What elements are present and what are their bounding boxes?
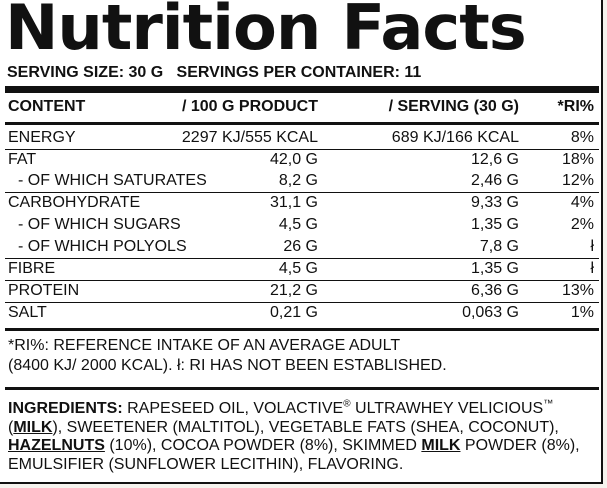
nutrient-per-serving: 0,063 G — [462, 304, 519, 321]
nutrient-ri: 1% — [570, 304, 594, 321]
row-divider — [5, 149, 599, 150]
nutrient-ri: 8% — [570, 129, 594, 146]
divider-footnote — [5, 387, 599, 390]
table-row: FAT 42,0 G 12,6 G 18% — [5, 149, 599, 171]
nutrient-per-100g: 31,1 G — [269, 194, 318, 211]
header-content: CONTENT — [8, 98, 86, 115]
nutrient-per-100g: 8,2 G — [278, 172, 318, 189]
divider-header — [5, 122, 599, 125]
table-header: CONTENT / 100 G PRODUCT / SERVING (30 G)… — [5, 96, 599, 118]
footnote: *RI%: REFERENCE INTAKE OF AN AVERAGE ADU… — [8, 336, 598, 376]
nutrient-name: SALT — [8, 304, 47, 321]
nutrient-ri: 12% — [561, 172, 594, 189]
nutrient-per-serving: 9,33 G — [470, 194, 519, 211]
trademark-mark: ™ — [543, 398, 554, 410]
header-per-serving: / SERVING (30 G) — [388, 98, 519, 115]
ingredients-text-2: ULTRAWHEY VELICIOUS — [350, 400, 544, 417]
nutrient-per-serving: 1,35 G — [470, 260, 519, 277]
footnote-line-2: (8400 KJ/ 2000 KCAL). ł: RI HAS NOT BEEN… — [8, 357, 447, 374]
nutrient-per-serving: 7,8 G — [479, 238, 519, 255]
ingredients-text-1: RAPESEED OIL, VOLACTIVE — [122, 400, 344, 417]
divider-thick — [5, 86, 599, 93]
registered-mark: ® — [343, 398, 351, 410]
nutrient-per-100g: 4,5 G — [278, 260, 318, 277]
nutrient-per-100g: 42,0 G — [269, 151, 318, 168]
ingredients-label: INGREDIENTS: — [8, 400, 123, 417]
row-divider — [5, 192, 599, 193]
nutrient-per-serving: 1,35 G — [470, 216, 519, 233]
ingredients-text-4: ), SWEETENER (MALTITOL), VEGETABLE FATS … — [52, 418, 559, 436]
nutrient-name: FIBRE — [8, 260, 56, 277]
nutrient-name: - OF WHICH SUGARS — [18, 216, 181, 233]
table-row: CARBOHYDRATE 31,1 G 9,33 G 4% — [5, 192, 599, 214]
footnote-line-1: *RI%: REFERENCE INTAKE OF AN AVERAGE ADU… — [8, 337, 401, 354]
nutrient-per-100g: 2297 KJ/555 KCAL — [181, 129, 318, 146]
nutrient-ri: 4% — [570, 194, 594, 211]
table-row: - OF WHICH SUGARS 4,5 G 1,35 G 2% — [5, 214, 599, 236]
ingredients-block: INGREDIENTS: RAPESEED OIL, VOLACTIVE® UL… — [8, 398, 598, 474]
table-row: - OF WHICH SATURATES 8,2 G 2,46 G 12% — [5, 170, 599, 192]
nutrient-per-100g: 4,5 G — [278, 216, 318, 233]
nutrient-name: - OF WHICH SATURATES — [18, 172, 207, 189]
nutrient-ri: ł — [590, 238, 594, 255]
nutrient-name: - OF WHICH POLYOLS — [18, 238, 187, 255]
page-title: Nutrition Facts — [5, 0, 527, 64]
table-row: - OF WHICH POLYOLS 26 G 7,8 G ł — [5, 236, 599, 258]
table-row: SALT 0,21 G 0,063 G 1% — [5, 302, 599, 324]
nutrient-per-serving: 12,6 G — [470, 151, 519, 168]
nutrient-per-serving: 689 KJ/166 KCAL — [391, 129, 519, 146]
nutrient-name: ENERGY — [8, 129, 76, 146]
allergen-milk: MILK — [13, 418, 53, 436]
nutrient-ri: 13% — [561, 282, 594, 299]
table-row: ENERGY 2297 KJ/555 KCAL 689 KJ/166 KCAL … — [5, 127, 599, 149]
nutrient-name: FAT — [8, 151, 37, 168]
nutrient-per-100g: 21,2 G — [269, 282, 318, 299]
table-row: PROTEIN 21,2 G 6,36 G 13% — [5, 280, 599, 302]
nutrient-ri: 2% — [570, 216, 594, 233]
table-row: FIBRE 4,5 G 1,35 G ł — [5, 258, 599, 280]
ingredients-text-3: ( — [8, 418, 14, 436]
nutrient-ri: 18% — [561, 151, 594, 168]
nutrient-per-100g: 0,21 G — [269, 304, 318, 321]
row-divider — [5, 258, 599, 259]
serving-info: SERVING SIZE: 30 G SERVINGS PER CONTAINE… — [7, 64, 422, 81]
nutrient-per-serving: 2,46 G — [470, 172, 519, 189]
ingredients-text-5: (10%), COCOA POWDER (8%), SKIMMED — [104, 437, 422, 454]
divider-table-end — [5, 328, 599, 331]
row-divider — [5, 280, 599, 281]
ingredients-text-6: POWDER (8%), EMULSIFIER (SUNFLOWER LECIT… — [8, 437, 580, 473]
nutrient-per-serving: 6,36 G — [470, 282, 519, 299]
nutrient-name: PROTEIN — [8, 282, 80, 299]
row-divider — [5, 302, 599, 303]
nutrient-name: CARBOHYDRATE — [8, 194, 141, 211]
header-per-100g: / 100 G PRODUCT — [181, 98, 318, 115]
nutrient-per-100g: 26 G — [283, 238, 318, 255]
allergen-hazelnuts: HAZELNUTS — [8, 437, 105, 454]
nutrient-ri: ł — [590, 260, 594, 277]
allergen-milk-2: MILK — [421, 437, 461, 454]
header-ri: *RI% — [557, 98, 594, 115]
